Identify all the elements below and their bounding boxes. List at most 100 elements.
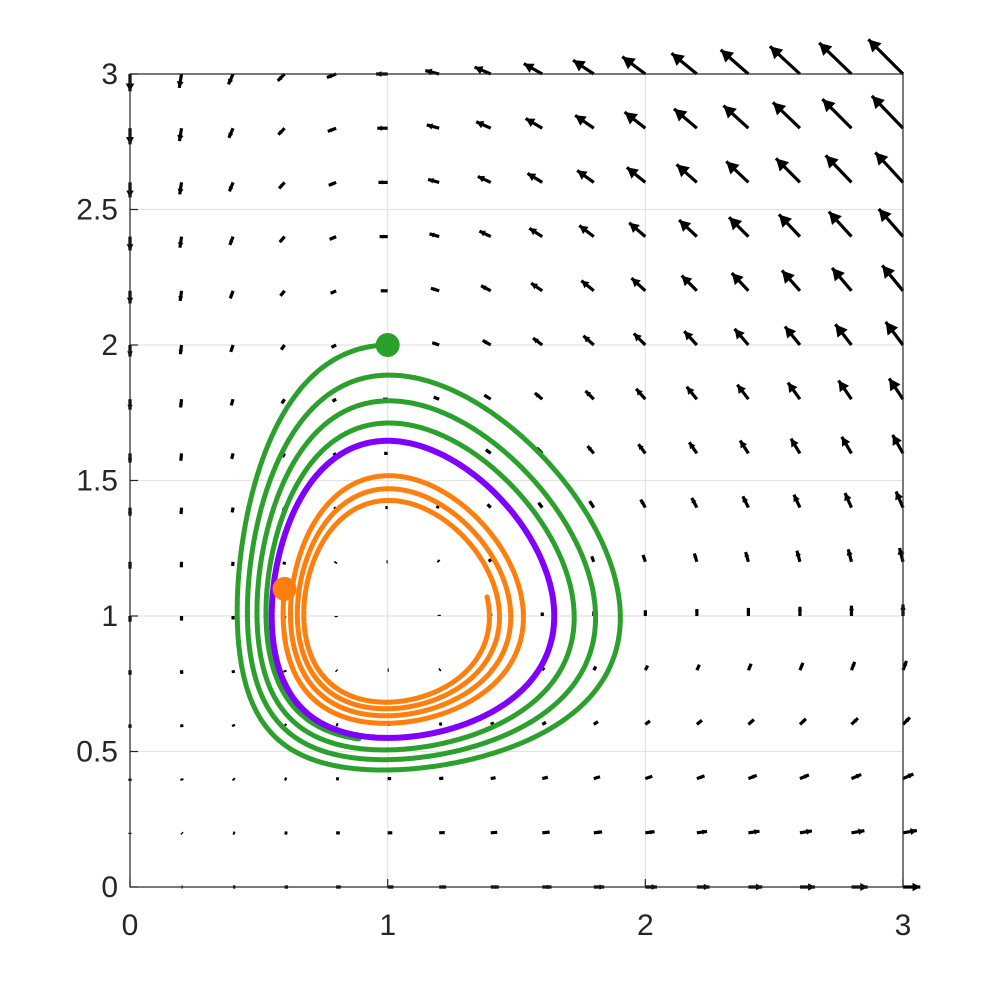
vector-arrow-head [819,42,833,56]
vector-arrow-head [432,342,436,346]
vector-arrow-head [684,331,694,341]
vector-arrow-head [648,775,653,780]
vector-arrow-head [875,152,889,166]
vector-arrow-head [484,395,489,399]
vector-arrow-head [647,720,650,724]
vector-arrow-head [750,719,754,724]
vector-arrow-head [595,721,598,724]
vector-arrow-head [797,606,803,611]
vector-arrow-head [841,436,851,447]
vector-arrow-head [889,378,901,392]
vector-arrow-head [525,118,536,127]
vector-arrow-head [438,614,440,616]
vector-arrow-head [858,828,865,835]
vector-arrow-head [180,672,183,674]
vector-arrow-head [180,564,183,568]
vector-arrow-head [631,278,641,288]
vector-arrow-head [596,776,601,780]
vector-arrow-head [902,660,908,666]
vector-arrow-head [231,563,234,566]
vector-arrow-head [529,228,538,236]
vector-arrow-head [581,280,590,289]
vector-arrow-head [781,270,795,284]
vector-arrow-head [385,507,387,509]
vector-arrow-head [885,321,899,336]
vector-arrow-head [636,388,643,396]
vector-arrow-head [700,775,705,779]
vector-arrow-head [645,665,648,669]
vector-arrow-head [832,267,845,282]
vector-arrow-head [442,831,445,835]
vector-arrow-head [698,720,702,724]
vector-arrow-head [281,346,284,350]
vector-arrow-head [533,338,539,344]
vector-arrow-head [177,242,184,248]
vector-arrow-head [494,830,498,835]
vector-arrow-head [744,552,750,558]
vector-arrow-head [181,779,183,781]
vector-arrow-head [436,505,439,508]
vector-arrow-head [640,499,645,505]
trajectory-line [268,437,558,741]
vector-arrow-head [388,669,389,671]
vector-arrow-head [331,345,335,348]
vector-arrow-head [622,56,636,70]
y-tick-label: 1.5 [76,465,118,498]
vector-arrow-head [380,289,384,293]
vector-arrow-head [281,400,285,404]
vector-arrow-head [585,390,592,397]
vector-arrow-head [835,324,848,338]
vector-arrow-head [671,53,685,66]
vector-arrow-head [626,167,639,179]
vector-arrow-head [229,240,234,245]
vector-arrow-head [280,292,284,296]
y-tick-label: 1 [101,600,118,633]
vector-arrow-head [379,234,384,239]
vector-arrow-head [433,396,437,400]
vector-arrow-head [477,175,486,183]
vector-arrow-head [643,610,647,613]
vector-arrow-head [801,718,806,723]
vector-arrow-head [233,779,235,780]
vector-arrow-head [638,444,644,451]
vector-arrow-head [740,440,748,449]
vector-arrow-head [336,670,338,672]
initial-point-marker [272,576,297,601]
vector-arrow-head [691,497,697,504]
vector-arrow-head [386,561,388,563]
vector-arrow-head [726,161,740,175]
vector-arrow-head [177,188,184,195]
vector-arrow-head [793,494,800,502]
vector-arrow-head [772,102,787,116]
vector-arrow-head [426,123,434,130]
vector-arrow-head [181,833,183,834]
vector-arrow-head [233,832,235,834]
vector-arrow-head [476,121,485,129]
vector-arrow-head [283,563,285,565]
vector-arrow-head [523,63,535,73]
vector-arrow-head [905,717,910,723]
vector-arrow-head [838,380,849,393]
vector-arrow-head [541,612,544,615]
vector-arrow-head [575,115,587,126]
vector-arrow-head [178,349,184,355]
vector-arrow-head [485,449,489,453]
vector-arrow-head [799,662,804,667]
vector-arrow-head [481,285,487,291]
vector-arrow-head [790,438,799,448]
vector-arrow-head [679,219,692,232]
vector-arrow-head [286,832,288,834]
vector-arrow-head [752,774,757,779]
vector-arrow-head [428,178,434,184]
vector-arrow-head [377,125,382,131]
vector-arrow-head [487,504,490,507]
vector-arrow-head [474,66,484,75]
vector-arrow-head [231,510,234,513]
y-tick-label: 3 [101,58,118,91]
vector-arrow-head [437,560,439,562]
initial-point-marker [375,333,400,357]
vector-arrow-head [878,208,892,223]
vector-arrow-head [493,776,496,780]
vector-arrow-head [686,386,695,395]
vector-arrow-head [534,392,540,398]
